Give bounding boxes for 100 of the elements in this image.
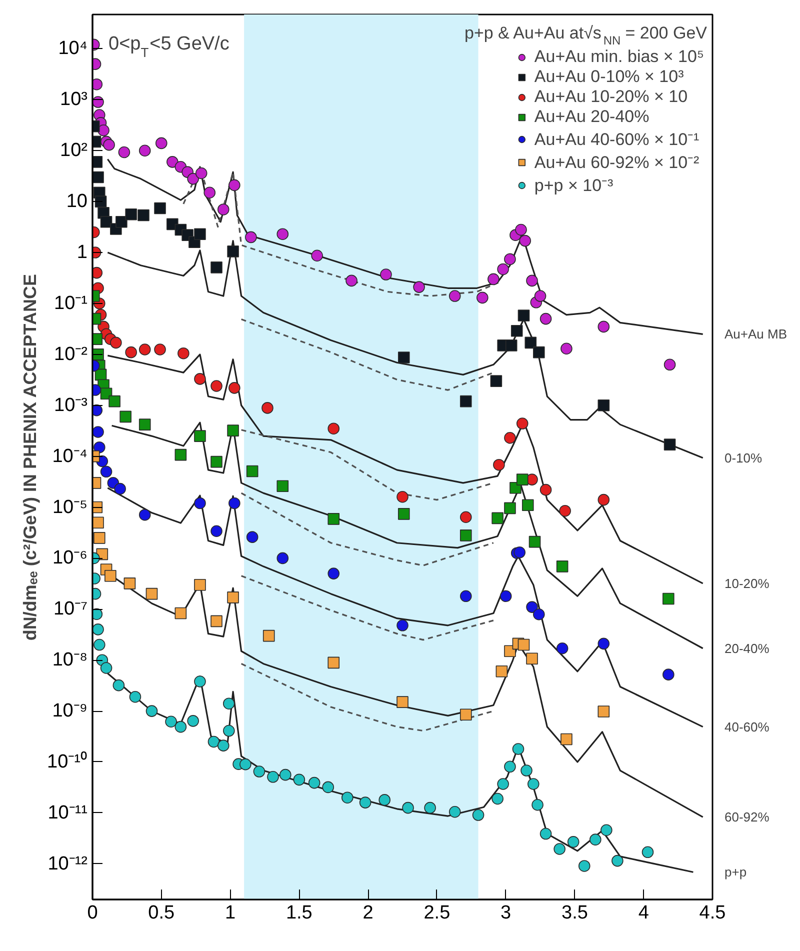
point — [124, 578, 136, 590]
point — [262, 630, 275, 642]
point — [93, 532, 106, 544]
point — [612, 854, 624, 867]
point — [194, 578, 206, 591]
point — [460, 590, 472, 602]
point — [194, 373, 206, 385]
point — [246, 531, 258, 543]
point — [497, 778, 509, 790]
point — [578, 860, 590, 872]
point — [187, 715, 199, 727]
point — [328, 568, 340, 580]
y-tick-label: 10⁻⁷ — [53, 598, 88, 620]
point — [227, 246, 239, 258]
point — [174, 448, 187, 461]
point — [598, 494, 610, 506]
point — [210, 262, 222, 274]
point — [559, 504, 571, 517]
point — [518, 638, 530, 651]
point — [228, 179, 240, 192]
y-tick-label: 10⁻⁵ — [52, 496, 88, 518]
point — [217, 204, 230, 216]
point — [210, 380, 222, 392]
point — [174, 607, 187, 620]
point — [476, 292, 488, 304]
text: p+p — [724, 864, 747, 880]
point — [228, 497, 240, 510]
point — [460, 395, 472, 408]
legend-label: p+p × 10⁻³ — [534, 175, 614, 196]
point — [341, 792, 354, 804]
point — [92, 426, 104, 438]
point — [460, 530, 472, 542]
y-tick-label: 10⁻⁴ — [52, 446, 88, 467]
point — [492, 512, 504, 524]
legend-label: Au+Au 10-20% × 10 — [534, 87, 688, 107]
legend-label: Au+Au 20-40% — [534, 107, 650, 127]
point — [598, 706, 610, 718]
point — [500, 590, 512, 602]
point — [129, 690, 142, 703]
point — [146, 588, 158, 600]
line-series — [240, 662, 494, 732]
point — [512, 743, 524, 755]
point — [223, 724, 235, 737]
point — [92, 516, 104, 528]
point — [311, 250, 323, 262]
point — [240, 758, 252, 770]
point — [526, 601, 538, 613]
point — [540, 484, 552, 496]
point — [556, 642, 568, 654]
y-tick-label: 10² — [60, 140, 88, 162]
x-tick-label: 1 — [224, 902, 236, 924]
point — [100, 466, 112, 478]
point — [92, 608, 103, 620]
point — [504, 760, 516, 773]
point — [154, 202, 166, 214]
point — [328, 513, 340, 525]
point — [146, 705, 158, 717]
point — [93, 441, 106, 454]
y-tick-label: 10⁻¹ — [54, 292, 88, 314]
point — [556, 560, 568, 572]
point — [589, 834, 602, 846]
y-tick-label: 10⁻¹⁰ — [47, 750, 88, 772]
point — [526, 274, 538, 287]
point — [598, 320, 610, 333]
legend-label: Au+Au 40-60% × 10⁻¹ — [534, 129, 700, 150]
point — [532, 798, 544, 811]
point — [138, 209, 150, 222]
point — [194, 676, 206, 688]
point — [98, 124, 110, 136]
point — [174, 720, 187, 733]
point — [195, 167, 208, 180]
point — [540, 828, 552, 840]
point — [518, 310, 530, 322]
point — [398, 508, 410, 520]
point — [472, 809, 484, 821]
point — [380, 268, 392, 280]
point — [448, 290, 461, 302]
point — [396, 490, 408, 503]
point — [510, 324, 523, 337]
series-label: 60-92% — [724, 810, 770, 825]
point — [488, 273, 500, 286]
point — [92, 266, 103, 279]
series-label: Au+Au MB — [724, 326, 788, 342]
point — [293, 774, 306, 786]
point — [204, 186, 216, 198]
point — [166, 156, 178, 168]
point — [322, 781, 334, 794]
point — [118, 146, 130, 158]
point — [516, 418, 528, 430]
point — [664, 438, 676, 450]
point — [138, 508, 151, 521]
line-series — [106, 158, 704, 335]
point — [104, 570, 116, 582]
point — [662, 668, 674, 680]
y-tick-label: 10⁻³ — [54, 394, 88, 416]
point — [100, 662, 112, 674]
series-label: 0-10% — [724, 450, 763, 466]
point — [223, 698, 235, 710]
point — [228, 382, 240, 394]
x-tick-label: 4 — [638, 902, 650, 924]
